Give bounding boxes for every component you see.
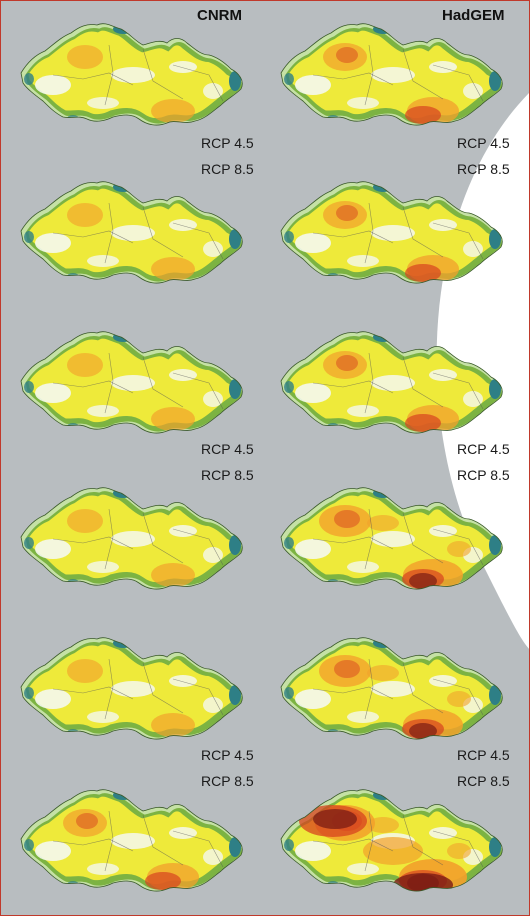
map-0 bbox=[20, 23, 243, 126]
map-hadgem-row-6 bbox=[273, 781, 513, 901]
label-rcp45-cnrm-2: RCP 4.5 bbox=[201, 441, 254, 457]
label-rcp85-cnrm-2: RCP 8.5 bbox=[201, 467, 254, 483]
map-11 bbox=[280, 789, 503, 892]
label-rcp85-hadgem-2: RCP 8.5 bbox=[457, 467, 510, 483]
map-hadgem-row-2 bbox=[273, 173, 513, 293]
label-rcp45-hadgem-1: RCP 4.5 bbox=[457, 135, 510, 151]
map-cnrm-row-3 bbox=[13, 323, 253, 443]
map-8 bbox=[20, 637, 243, 740]
map-hadgem-row-3 bbox=[273, 323, 513, 443]
map-cnrm-row-2 bbox=[13, 173, 253, 293]
label-rcp85-hadgem-1: RCP 8.5 bbox=[457, 161, 510, 177]
map-hadgem-row-5 bbox=[273, 629, 513, 749]
label-rcp85-hadgem-3: RCP 8.5 bbox=[457, 773, 510, 789]
map-7 bbox=[280, 487, 503, 590]
label-rcp85-cnrm-1: RCP 8.5 bbox=[201, 161, 254, 177]
label-rcp45-cnrm-3: RCP 4.5 bbox=[201, 747, 254, 763]
label-rcp45-hadgem-3: RCP 4.5 bbox=[457, 747, 510, 763]
column-header-cnrm: CNRM bbox=[197, 7, 242, 24]
map-cnrm-row-5 bbox=[13, 629, 253, 749]
map-cnrm-row-4 bbox=[13, 479, 253, 599]
map-1 bbox=[280, 23, 503, 126]
map-10 bbox=[20, 789, 243, 892]
map-4 bbox=[20, 331, 243, 434]
label-rcp45-cnrm-1: RCP 4.5 bbox=[201, 135, 254, 151]
column-header-hadgem: HadGEM bbox=[442, 7, 505, 24]
map-5 bbox=[280, 331, 503, 434]
map-hadgem-row-1 bbox=[273, 15, 513, 135]
map-3 bbox=[280, 181, 503, 284]
map-6 bbox=[20, 487, 243, 590]
map-cnrm-row-6 bbox=[13, 781, 253, 901]
map-cnrm-row-1 bbox=[13, 15, 253, 135]
label-rcp45-hadgem-2: RCP 4.5 bbox=[457, 441, 510, 457]
map-9 bbox=[280, 637, 503, 740]
label-rcp85-cnrm-3: RCP 8.5 bbox=[201, 773, 254, 789]
map-2 bbox=[20, 181, 243, 284]
map-hadgem-row-4 bbox=[273, 479, 513, 599]
